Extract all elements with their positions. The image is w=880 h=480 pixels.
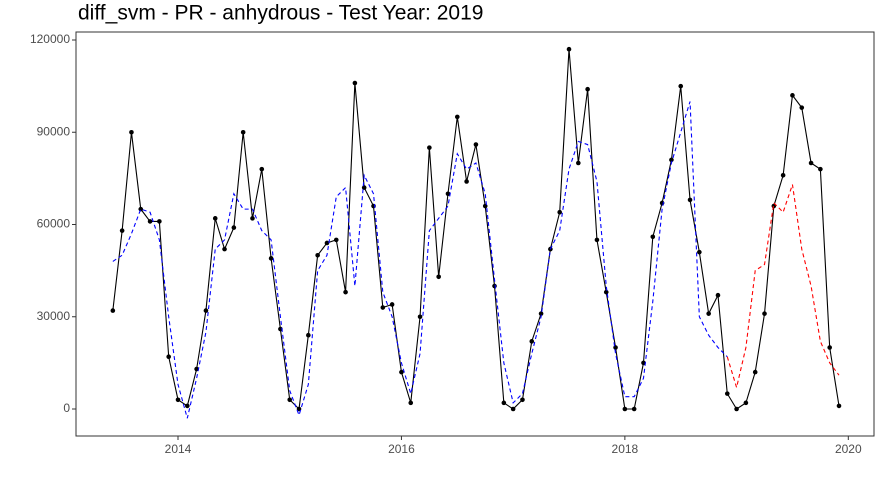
- data-point: [510, 406, 516, 412]
- x-tick-label: 2016: [388, 442, 415, 456]
- data-point: [557, 209, 563, 215]
- y-tick-label: 120000: [30, 32, 70, 46]
- data-point: [268, 256, 274, 261]
- data-point: [631, 406, 637, 412]
- data-point: [706, 311, 711, 316]
- data-point: [306, 332, 311, 338]
- data-point: [231, 225, 237, 230]
- data-point: [110, 308, 116, 313]
- data-point: [734, 406, 739, 412]
- data-point: [222, 246, 227, 252]
- data-point: [808, 160, 814, 166]
- data-point: [389, 302, 395, 307]
- data-point: [576, 160, 581, 166]
- data-point: [566, 46, 572, 52]
- data-point: [324, 240, 330, 246]
- data-point: [454, 114, 460, 120]
- data-point: [138, 206, 144, 212]
- data-point: [687, 197, 693, 203]
- x-tick-label: 2014: [165, 442, 192, 456]
- data-point: [185, 403, 190, 409]
- data-point: [594, 237, 600, 243]
- data-point: [641, 360, 646, 366]
- data-point: [250, 216, 255, 221]
- data-point: [650, 234, 656, 240]
- data-point: [743, 400, 749, 406]
- data-point: [259, 166, 265, 172]
- data-point: [436, 274, 441, 280]
- data-point: [529, 339, 535, 344]
- data-point: [352, 80, 358, 86]
- data-point: [790, 93, 795, 98]
- data-point: [203, 308, 209, 313]
- data-point: [780, 172, 786, 178]
- series-line: [726, 184, 840, 390]
- data-point: [538, 311, 544, 316]
- data-point: [613, 345, 618, 350]
- data-point: [715, 292, 721, 298]
- data-point: [697, 249, 702, 255]
- data-point: [380, 305, 386, 310]
- data-point: [166, 354, 171, 360]
- data-point: [175, 397, 181, 403]
- y-tick-label: 30000: [37, 309, 71, 323]
- data-point: [520, 397, 525, 403]
- data-point: [129, 129, 134, 135]
- y-tick-label: 90000: [37, 124, 71, 138]
- data-point: [752, 369, 758, 375]
- data-point: [603, 289, 609, 295]
- data-point: [799, 105, 805, 110]
- data-point: [762, 311, 767, 316]
- data-point: [622, 406, 628, 412]
- y-tick-label: 0: [63, 401, 70, 415]
- data-point: [818, 166, 823, 172]
- data-point: [836, 403, 842, 409]
- data-point: [361, 185, 367, 190]
- series-line: [112, 49, 840, 411]
- x-tick-label: 2020: [835, 442, 862, 456]
- data-point: [501, 400, 507, 406]
- data-point: [212, 216, 218, 221]
- data-point: [827, 345, 832, 350]
- x-tick-label: 2018: [612, 442, 639, 456]
- data-point: [678, 83, 684, 89]
- data-point: [492, 283, 497, 289]
- data-point: [157, 219, 162, 224]
- data-point: [473, 142, 479, 147]
- chart-title: diff_svm - PR - anhydrous - Test Year: 2…: [78, 2, 483, 25]
- data-point: [287, 397, 293, 403]
- data-point: [585, 86, 590, 92]
- data-point: [240, 129, 246, 135]
- data-point: [408, 400, 414, 406]
- data-point: [427, 145, 432, 150]
- data-point: [343, 289, 348, 295]
- data-point: [724, 391, 730, 396]
- data-point: [464, 179, 469, 184]
- plot-panel: [75, 31, 875, 437]
- data-point: [119, 228, 125, 233]
- y-tick-label: 60000: [37, 217, 71, 231]
- data-point: [445, 191, 451, 197]
- data-point: [399, 369, 404, 375]
- data-point: [315, 252, 320, 258]
- data-point: [417, 314, 423, 320]
- data-point: [333, 237, 339, 243]
- data-point: [147, 219, 153, 224]
- series-line: [112, 101, 728, 419]
